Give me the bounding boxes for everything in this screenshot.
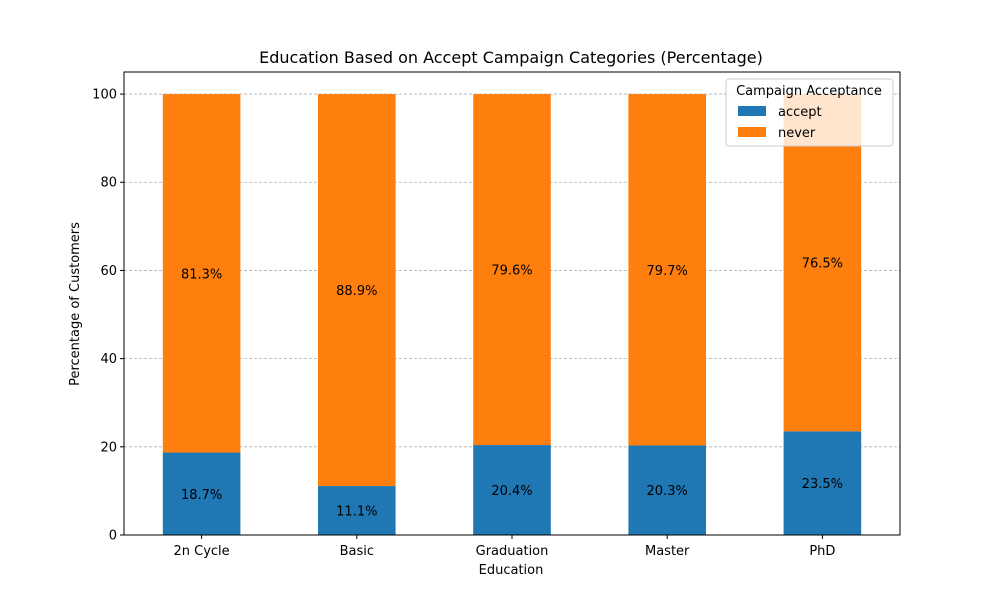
data-label-accept: 18.7% [181,488,222,503]
bar-never [628,94,706,446]
data-label-never: 79.6% [491,264,532,279]
y-tick-label: 40 [100,352,117,367]
y-tick-label: 100 [92,88,117,103]
data-label-accept: 11.1% [336,505,377,520]
x-axis-label: Education [479,563,544,578]
legend-swatch-accept [738,106,766,116]
legend: Campaign Acceptance accept never [725,78,894,147]
legend-label-accept: accept [778,105,822,120]
bar-accept [783,431,862,535]
y-tick-label: 80 [100,176,117,191]
bar-accept [473,445,551,535]
x-tick-label: Graduation [476,544,549,559]
x-tick-label: 2n Cycle [174,544,230,559]
legend-title: Campaign Acceptance [736,84,882,99]
data-label-never: 79.7% [647,264,688,279]
y-axis-label: Percentage of Customers [68,222,83,386]
y-ticks: 0 20 40 60 80 100 [92,88,124,544]
legend-swatch-never [738,127,766,137]
data-label-never: 81.3% [181,267,222,282]
x-tick-label: PhD [809,544,835,559]
chart-title: Education Based on Accept Campaign Categ… [259,48,763,67]
legend-box [725,78,894,147]
y-tick-label: 20 [100,440,117,455]
data-label-accept: 23.5% [802,477,843,492]
bar-accept [318,486,396,535]
x-ticks: 2n Cycle Basic Graduation Master PhD [174,535,835,559]
data-label-never: 76.5% [802,257,843,272]
data-label-never: 88.9% [336,284,377,299]
bar-accept [162,452,241,535]
data-labels: 18.7% 81.3% 11.1% 88.9% 20.4% 79.6% 20.3% 79.7%… [181,257,843,520]
bar-never [473,94,551,446]
y-tick-label: 60 [100,264,117,279]
x-tick-label: Basic [340,544,374,559]
bar-never [162,94,241,453]
x-tick-label: Master [645,544,690,559]
bars [162,94,862,535]
legend-label-never: never [778,126,816,141]
data-label-accept: 20.3% [647,484,688,499]
data-label-accept: 20.4% [491,484,532,499]
bar-never [783,94,862,432]
bar-accept [628,445,706,535]
bar-never [318,94,396,487]
y-tick-label: 0 [109,529,117,544]
